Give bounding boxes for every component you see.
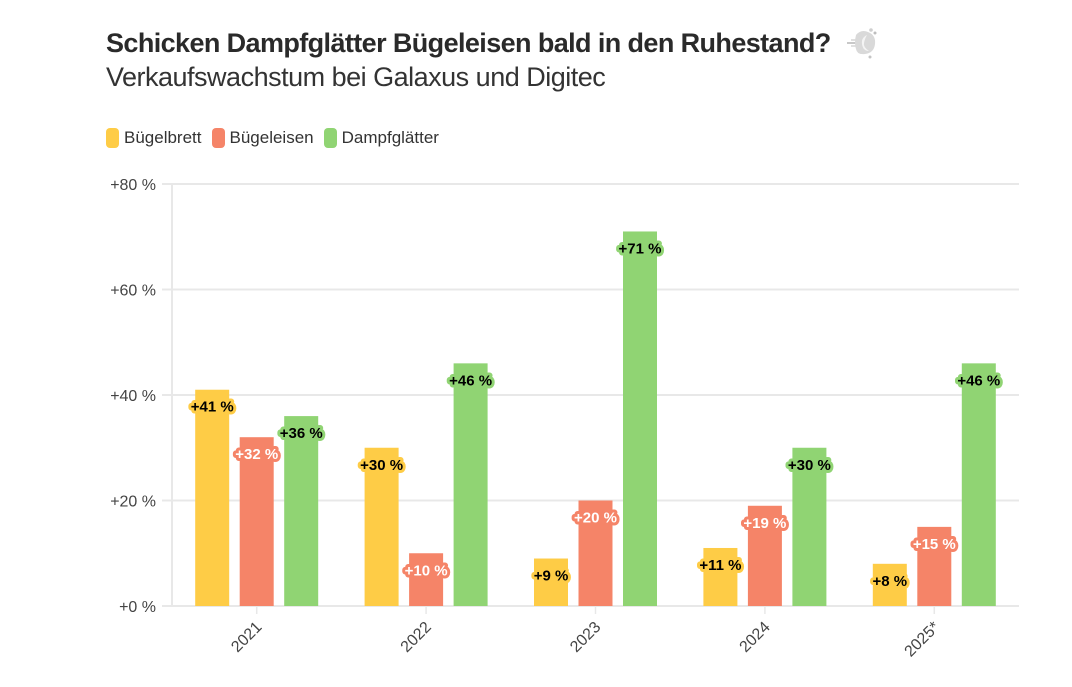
bar-value-label: +71 %	[619, 240, 662, 257]
bar	[284, 416, 319, 606]
bar-value-label: +36 %	[280, 425, 323, 442]
bar	[792, 447, 827, 606]
bar	[195, 389, 230, 606]
bar	[872, 563, 907, 606]
x-tick-label: 2023	[567, 619, 604, 656]
bar-value-label: +11 %	[699, 557, 741, 574]
legend-label: Bügeleisen	[229, 128, 314, 147]
bar	[453, 363, 488, 606]
y-tick-label: +20 %	[110, 494, 156, 511]
chart-title: Schicken Dampfglätter Bügeleisen bald in…	[106, 27, 831, 58]
bar-value-label: +10 %	[405, 562, 448, 579]
bar-value-label: +20 %	[574, 510, 617, 527]
bar	[578, 500, 613, 606]
legend-item-buegelbrett[interactable]: Bügelbrett	[106, 128, 202, 148]
chart-title-row: Schicken Dampfglätter Bügeleisen bald in…	[106, 26, 879, 60]
x-tick-label: 2021	[228, 619, 265, 656]
chart-header: Schicken Dampfglätter Bügeleisen bald in…	[106, 26, 879, 93]
steam-dash-icon	[845, 26, 879, 60]
y-tick-label: +0 %	[119, 599, 156, 616]
bar-value-label: +30 %	[360, 457, 403, 474]
bar-value-label: +46 %	[449, 372, 492, 389]
y-tick-label: +40 %	[110, 388, 156, 405]
bar-value-label: +8 %	[872, 573, 907, 590]
bar-value-labels: +41 % +30 % +9 % +11 % +8 % +32 % +10 % +20 % +1…	[188, 237, 1004, 592]
bar	[534, 558, 568, 606]
bar	[747, 505, 782, 606]
bars	[195, 231, 996, 606]
chart-subtitle: Verkaufswachstum bei Galaxus und Digitec	[106, 62, 606, 92]
bar	[409, 553, 444, 606]
bar	[961, 363, 996, 606]
x-tick-label: 2025*	[902, 619, 944, 661]
bar-value-label: +32 %	[235, 446, 278, 463]
legend-label: Dampfglätter	[341, 128, 439, 147]
x-axis: 2021 2022 2023 2024 2025*	[228, 606, 943, 660]
legend: Bügelbrett Bügeleisen Dampfglätter	[106, 128, 439, 148]
x-tick-label: 2024	[737, 619, 774, 656]
bar	[703, 547, 738, 606]
bar-value-label: +15 %	[913, 536, 956, 553]
bar	[623, 231, 657, 606]
bar	[239, 437, 274, 606]
legend-label: Bügelbrett	[124, 128, 202, 147]
legend-swatch	[106, 128, 119, 148]
bar-value-label: +9 %	[534, 568, 569, 585]
y-tick-label: +60 %	[110, 283, 156, 300]
bar	[364, 447, 399, 606]
legend-swatch	[323, 128, 337, 148]
bar-value-label: +41 %	[191, 399, 234, 416]
bar	[917, 526, 952, 606]
bar-value-label: +30 %	[788, 457, 831, 474]
legend-item-buegeleisen[interactable]: Bügeleisen	[211, 128, 314, 148]
bar-value-label: +19 %	[743, 515, 786, 532]
x-tick-label: 2022	[398, 619, 435, 656]
bar-value-label: +46 %	[957, 372, 1000, 389]
y-tick-label: +80 %	[110, 177, 156, 194]
legend-swatch	[211, 128, 225, 148]
y-axis: +0 % +20 % +40 % +60 % +80 %	[110, 177, 173, 616]
legend-item-dampfglaetter[interactable]: Dampfglätter	[323, 128, 439, 148]
